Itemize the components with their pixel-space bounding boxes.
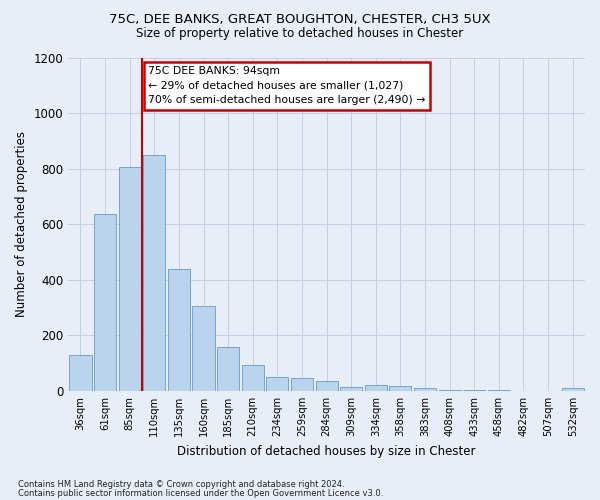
Bar — [414, 388, 436, 391]
Bar — [168, 268, 190, 391]
Bar — [143, 155, 166, 391]
Bar — [94, 214, 116, 391]
Bar — [193, 306, 215, 391]
Bar — [119, 168, 141, 391]
Bar — [266, 377, 289, 391]
Bar — [365, 386, 387, 391]
Text: Size of property relative to detached houses in Chester: Size of property relative to detached ho… — [136, 28, 464, 40]
Bar — [439, 390, 461, 391]
Text: Contains HM Land Registry data © Crown copyright and database right 2024.: Contains HM Land Registry data © Crown c… — [18, 480, 344, 489]
Text: 75C DEE BANKS: 94sqm
← 29% of detached houses are smaller (1,027)
70% of semi-de: 75C DEE BANKS: 94sqm ← 29% of detached h… — [148, 66, 425, 106]
Bar — [340, 387, 362, 391]
Bar — [488, 390, 510, 391]
Bar — [562, 388, 584, 391]
Bar — [242, 366, 264, 391]
Bar — [389, 386, 412, 391]
Text: Contains public sector information licensed under the Open Government Licence v3: Contains public sector information licen… — [18, 488, 383, 498]
Bar — [70, 355, 92, 391]
Y-axis label: Number of detached properties: Number of detached properties — [15, 131, 28, 317]
Bar — [316, 381, 338, 391]
Bar — [291, 378, 313, 391]
X-axis label: Distribution of detached houses by size in Chester: Distribution of detached houses by size … — [178, 444, 476, 458]
Bar — [217, 347, 239, 391]
Text: 75C, DEE BANKS, GREAT BOUGHTON, CHESTER, CH3 5UX: 75C, DEE BANKS, GREAT BOUGHTON, CHESTER,… — [109, 12, 491, 26]
Bar — [463, 390, 485, 391]
